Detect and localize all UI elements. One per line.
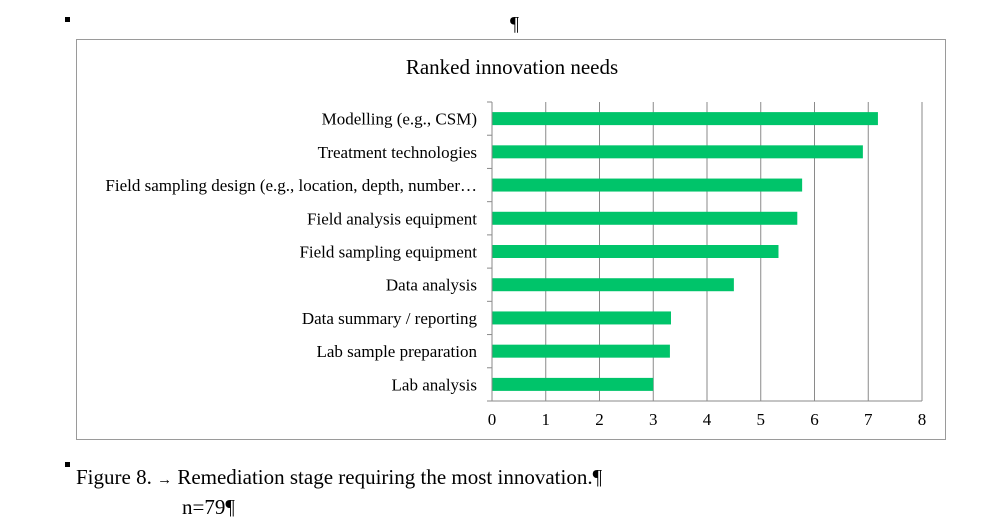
bar (492, 145, 863, 159)
x-tick-label: 5 (757, 410, 766, 429)
bar (492, 278, 734, 292)
sample-size-note: n=79¶ (182, 495, 235, 519)
tab-arrow-icon: → (157, 472, 173, 488)
bar (492, 344, 670, 358)
pilcrow-top: ¶ (510, 13, 520, 35)
bar (492, 377, 654, 391)
bar (492, 311, 671, 325)
category-label: Modelling (e.g., CSM) (322, 110, 477, 129)
x-tick-label: 3 (649, 410, 658, 429)
category-label: Lab sample preparation (317, 342, 478, 361)
chart-frame: Ranked innovation needs 0 1 2 3 4 5 6 7 8 Modelli… (76, 39, 946, 440)
x-tick-label: 2 (595, 410, 604, 429)
bar (492, 178, 803, 192)
category-label: Field analysis equipment (307, 209, 477, 228)
x-tick-label: 6 (810, 410, 819, 429)
x-tick-label: 0 (488, 410, 497, 429)
chart-title: Ranked innovation needs (405, 55, 619, 79)
x-tick-label: 8 (918, 410, 927, 429)
paragraph-marker-top (65, 17, 70, 22)
category-label: Data summary / reporting (302, 309, 478, 328)
bar (492, 245, 779, 258)
x-tick-label: 4 (703, 410, 712, 429)
caption-prefix: Figure 8. (76, 465, 152, 489)
bar (492, 112, 878, 126)
caption-text: Remediation stage requiring the most inn… (177, 465, 603, 489)
category-label: Field sampling design (e.g., location, d… (105, 176, 477, 195)
bar-chart-plot: 0 1 2 3 4 5 6 7 8 Modelling (e.g., CSM) Treatment … (105, 101, 927, 429)
category-label: Field sampling equipment (299, 243, 477, 262)
bar (492, 211, 798, 225)
x-tick-label: 1 (542, 410, 551, 429)
category-label: Data analysis (386, 276, 477, 295)
x-tick-label: 7 (864, 410, 873, 429)
category-label: Lab analysis (392, 375, 477, 394)
figure-caption: Figure 8. → Remediation stage requiring … (76, 464, 602, 493)
category-label: Treatment technologies (318, 143, 477, 162)
paragraph-marker-bottom (65, 462, 70, 467)
